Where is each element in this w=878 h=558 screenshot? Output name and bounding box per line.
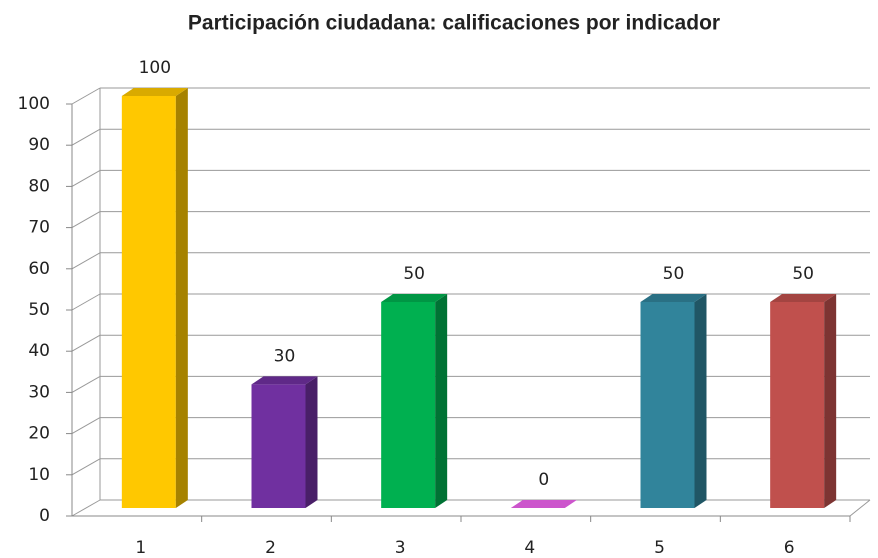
x-tick-label: 5 [654, 538, 665, 558]
grid-line [71, 252, 101, 270]
y-tick-label: 90 [28, 135, 50, 155]
grid-line [71, 87, 101, 105]
y-tick-label: 70 [28, 218, 50, 238]
y-tick-label: 80 [28, 176, 50, 196]
bar-side [305, 376, 318, 508]
data-label: 30 [274, 346, 296, 366]
grid-line [71, 334, 101, 352]
bar-side [694, 294, 707, 508]
bar-top [381, 294, 448, 302]
y-tick-label: 10 [28, 465, 50, 485]
bar [770, 302, 825, 508]
grid-line [71, 375, 101, 393]
grid-line [71, 458, 101, 476]
bar-side [435, 294, 448, 508]
bar-top [510, 500, 577, 508]
bar-top [640, 294, 707, 302]
bar [381, 302, 436, 508]
y-tick-label: 60 [28, 259, 50, 279]
grid-line [71, 417, 101, 435]
bar [121, 96, 176, 508]
chart-title: Participación ciudadana: calificaciones … [188, 12, 720, 35]
x-tick-label: 3 [395, 538, 406, 558]
grid-line [71, 499, 101, 517]
bar-top [770, 294, 837, 302]
x-tick-label: 1 [135, 538, 146, 558]
grid-line [71, 128, 101, 146]
data-label: 50 [403, 264, 425, 284]
data-label: 50 [792, 264, 814, 284]
grid-line [71, 293, 101, 311]
y-tick-label: 100 [18, 94, 50, 114]
bar [640, 302, 695, 508]
bar-side [175, 88, 188, 508]
data-label: 50 [663, 264, 685, 284]
y-tick-label: 0 [39, 506, 50, 526]
y-tick-label: 20 [28, 424, 50, 444]
x-tick-label: 6 [784, 538, 795, 558]
floor-edge [849, 499, 871, 517]
y-tick-label: 50 [28, 300, 50, 320]
y-tick-label: 30 [28, 382, 50, 402]
x-tick-label: 2 [265, 538, 276, 558]
grid-line [71, 169, 101, 187]
x-tick-label: 4 [524, 538, 535, 558]
data-label: 0 [538, 470, 549, 490]
data-label: 100 [139, 58, 171, 78]
bar-top [251, 376, 318, 385]
bar [251, 384, 306, 508]
y-tick-label: 40 [28, 341, 50, 361]
bar-top [121, 88, 188, 96]
grid-line [71, 211, 101, 229]
bar-side [824, 294, 837, 508]
